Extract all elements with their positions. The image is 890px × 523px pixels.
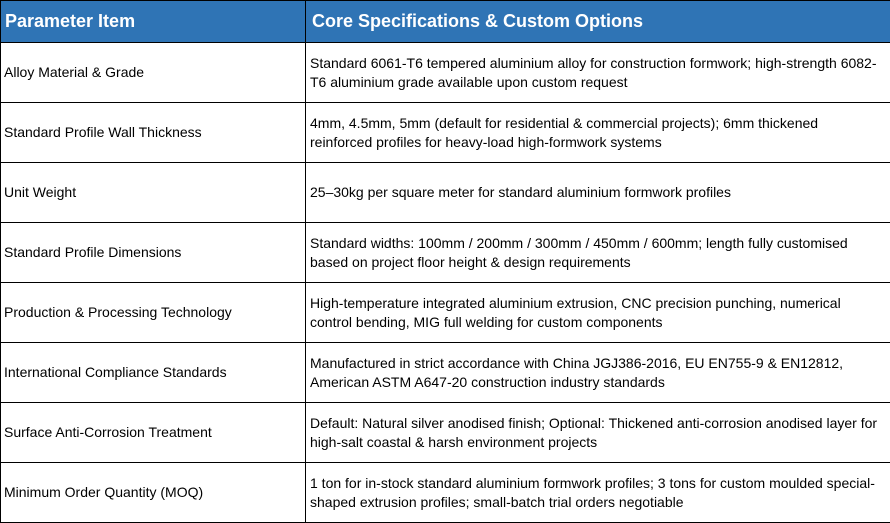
parameter-cell: Minimum Order Quantity (MOQ) bbox=[0, 462, 306, 523]
specification-cell: Default: Natural silver anodised finish;… bbox=[305, 402, 890, 463]
specification-cell: Standard 6061-T6 tempered aluminium allo… bbox=[305, 42, 890, 103]
table-row: Standard Profile Wall Thickness 4mm, 4.5… bbox=[0, 102, 890, 163]
parameter-cell: Standard Profile Wall Thickness bbox=[0, 102, 306, 163]
specification-cell: High-temperature integrated aluminium ex… bbox=[305, 282, 890, 343]
table-row: Unit Weight 25–30kg per square meter for… bbox=[0, 162, 890, 223]
parameter-cell: International Compliance Standards bbox=[0, 342, 306, 403]
specification-cell: 4mm, 4.5mm, 5mm (default for residential… bbox=[305, 102, 890, 163]
table-header-row: Parameter Item Core Specifications & Cus… bbox=[0, 0, 890, 43]
table-row: Surface Anti-Corrosion Treatment Default… bbox=[0, 402, 890, 463]
specification-cell: 25–30kg per square meter for standard al… bbox=[305, 162, 890, 223]
column-header-parameter: Parameter Item bbox=[0, 0, 306, 43]
parameter-cell: Alloy Material & Grade bbox=[0, 42, 306, 103]
specification-cell: 1 ton for in-stock standard aluminium fo… bbox=[305, 462, 890, 523]
column-header-specifications: Core Specifications & Custom Options bbox=[305, 0, 890, 43]
table-row: Standard Profile Dimensions Standard wid… bbox=[0, 222, 890, 283]
table-row: International Compliance Standards Manuf… bbox=[0, 342, 890, 403]
table-row: Production & Processing Technology High-… bbox=[0, 282, 890, 343]
parameter-cell: Standard Profile Dimensions bbox=[0, 222, 306, 283]
parameter-cell: Unit Weight bbox=[0, 162, 306, 223]
parameter-cell: Production & Processing Technology bbox=[0, 282, 306, 343]
table-row: Minimum Order Quantity (MOQ) 1 ton for i… bbox=[0, 462, 890, 523]
table-row: Alloy Material & Grade Standard 6061-T6 … bbox=[0, 42, 890, 103]
parameter-cell: Surface Anti-Corrosion Treatment bbox=[0, 402, 306, 463]
specification-cell: Manufactured in strict accordance with C… bbox=[305, 342, 890, 403]
specification-cell: Standard widths: 100mm / 200mm / 300mm /… bbox=[305, 222, 890, 283]
